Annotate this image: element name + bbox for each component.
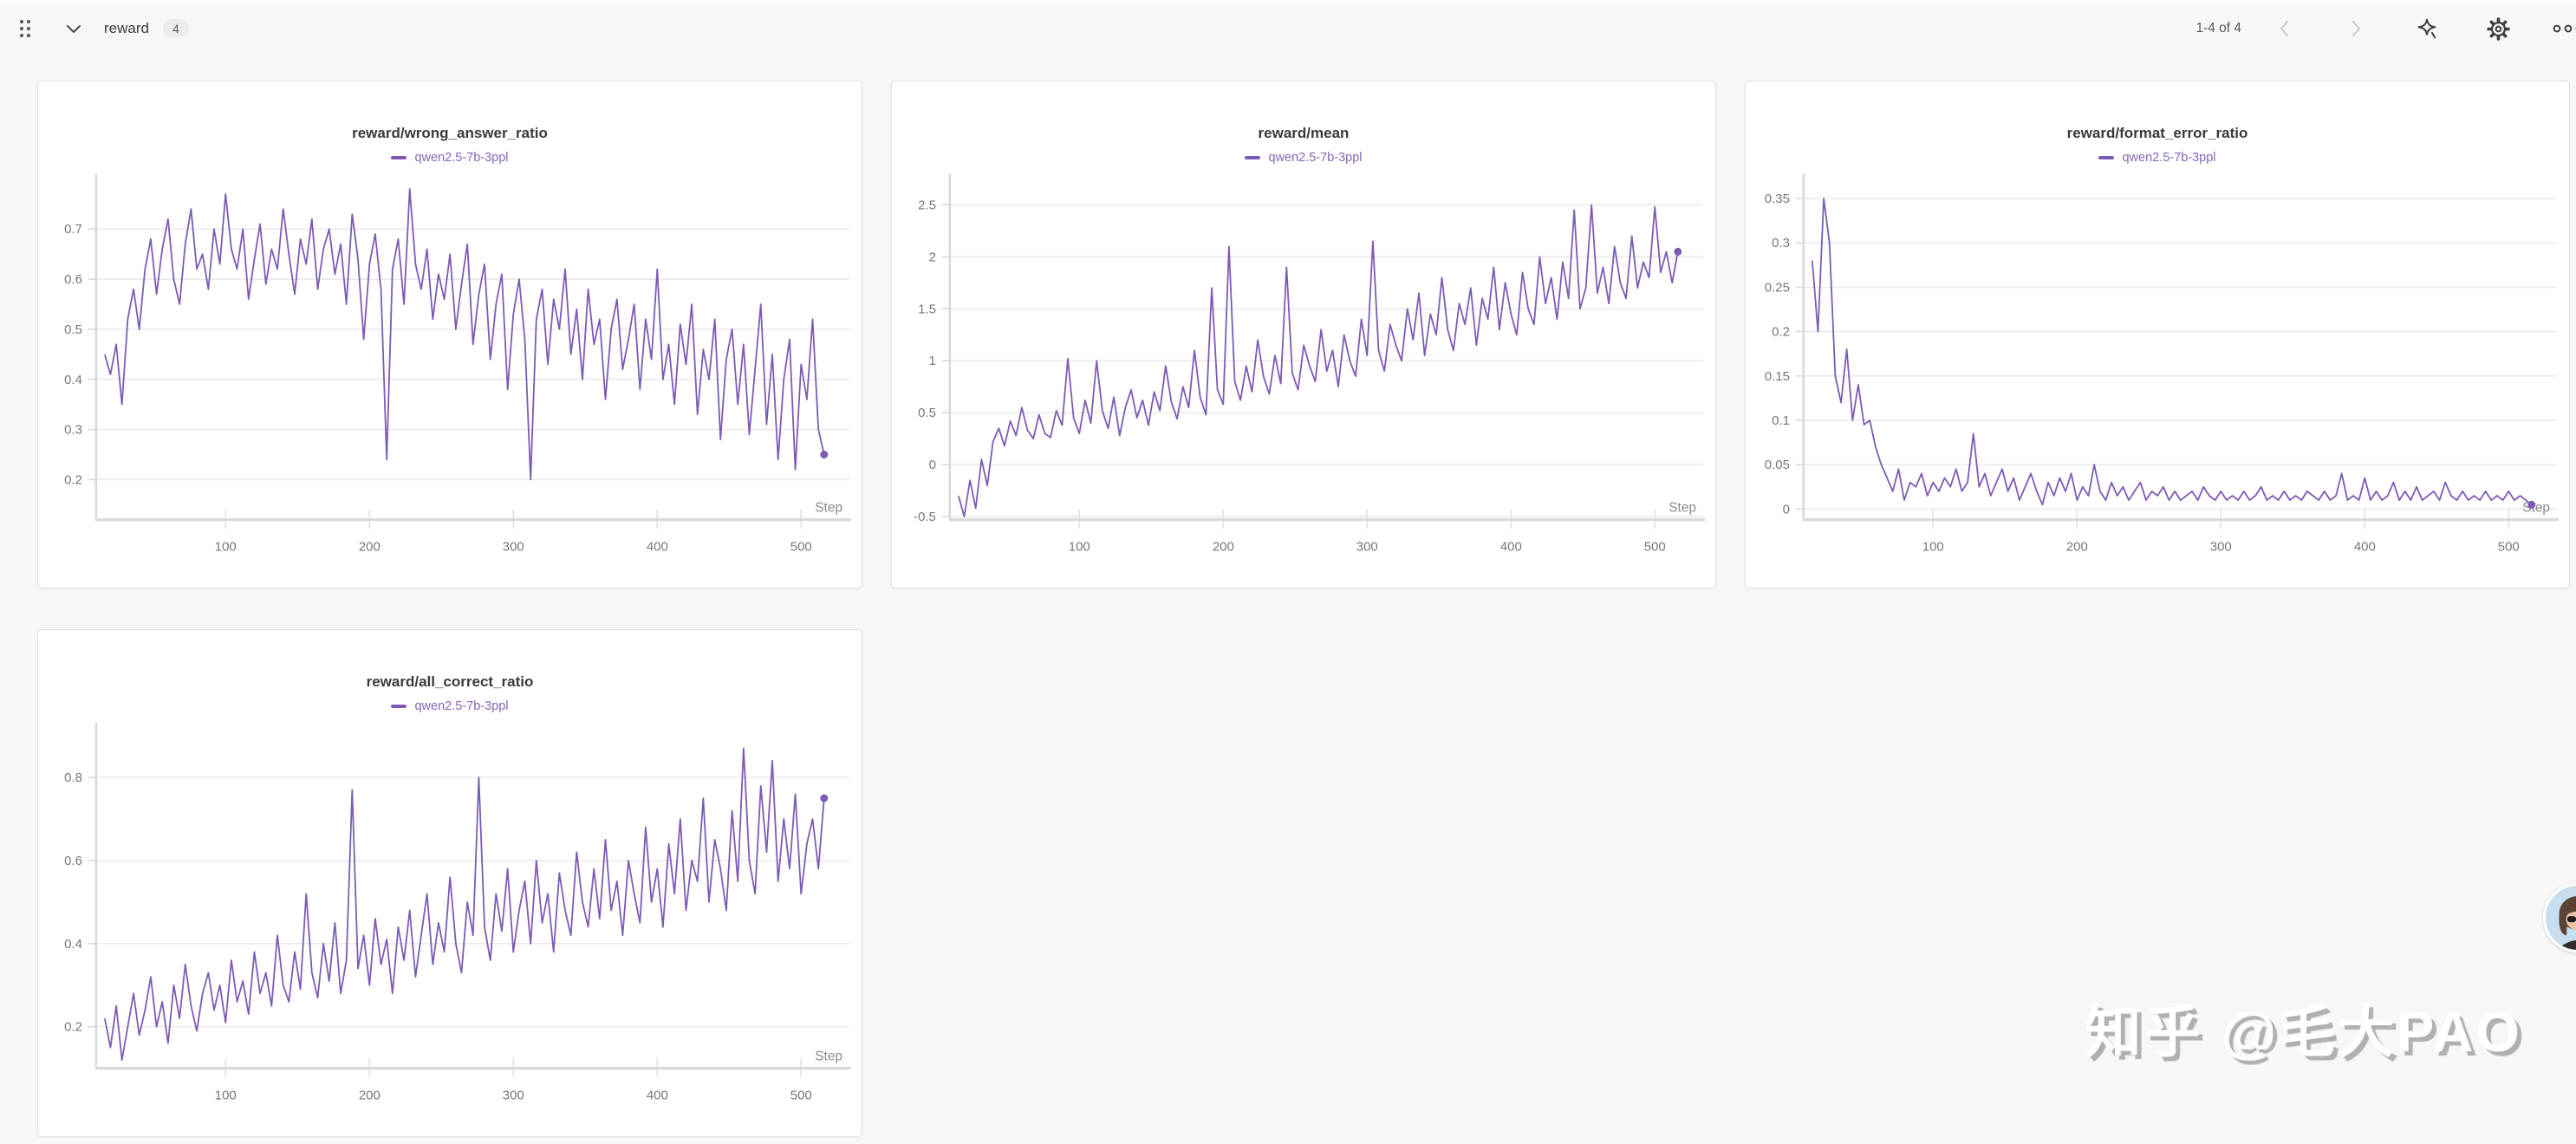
- chart-legend: qwen2.5-7b-3ppl: [38, 151, 862, 165]
- legend-run-name: qwen2.5-7b-3ppl: [2122, 151, 2216, 165]
- svg-text:2: 2: [929, 250, 936, 264]
- svg-text:0.6: 0.6: [64, 854, 82, 868]
- svg-text:0.4: 0.4: [64, 937, 82, 952]
- svg-text:0.2: 0.2: [1772, 325, 1790, 340]
- svg-text:500: 500: [2498, 540, 2520, 555]
- gear-icon: [2486, 16, 2510, 41]
- svg-text:Step: Step: [2522, 501, 2550, 516]
- svg-text:200: 200: [1213, 540, 1234, 555]
- panel-all-correct-ratio[interactable]: reward/all_correct_ratio qwen2.5-7b-3ppl…: [37, 629, 862, 1137]
- svg-text:0.3: 0.3: [1772, 236, 1790, 250]
- svg-text:300: 300: [503, 1089, 524, 1103]
- svg-text:300: 300: [2210, 540, 2232, 555]
- chart-legend: qwen2.5-7b-3ppl: [1746, 151, 2569, 165]
- legend-line-swatch: [1245, 156, 1261, 159]
- ellipsis-icon: [2553, 24, 2576, 33]
- svg-text:500: 500: [790, 540, 812, 555]
- svg-text:0.2: 0.2: [64, 1020, 82, 1035]
- svg-text:100: 100: [215, 540, 237, 555]
- svg-text:0.5: 0.5: [918, 406, 936, 420]
- more-options-button[interactable]: [2550, 13, 2576, 44]
- legend-line-swatch: [2098, 156, 2115, 159]
- pagination-label: 1-4 of 4: [2195, 21, 2241, 36]
- svg-text:0.05: 0.05: [1765, 458, 1790, 472]
- legend-line-swatch: [391, 156, 407, 159]
- svg-text:0.2: 0.2: [64, 472, 82, 487]
- legend-run-name: qwen2.5-7b-3ppl: [414, 699, 509, 713]
- panel-format-error-ratio[interactable]: reward/format_error_ratio qwen2.5-7b-3pp…: [1745, 81, 2570, 588]
- collapse-section-button[interactable]: [66, 24, 81, 34]
- chart-legend: qwen2.5-7b-3ppl: [38, 699, 862, 713]
- svg-text:100: 100: [1922, 540, 1944, 555]
- svg-text:400: 400: [647, 540, 668, 555]
- svg-text:300: 300: [503, 540, 524, 555]
- svg-text:0.35: 0.35: [1765, 192, 1790, 206]
- svg-text:Step: Step: [815, 501, 842, 516]
- line-chart-wrong-answer-ratio[interactable]: 0.2 0.3 0.4 0.5 0.6 0.7 100 200 300 400 500 Step: [38, 166, 862, 574]
- svg-text:0.25: 0.25: [1765, 280, 1790, 295]
- legend-run-name: qwen2.5-7b-3ppl: [414, 151, 509, 165]
- chevron-left-icon: [2280, 20, 2289, 37]
- svg-text:200: 200: [2066, 540, 2088, 555]
- panel-mean[interactable]: reward/mean qwen2.5-7b-3ppl -0.5 0 0.5 1 1.5…: [891, 81, 1716, 588]
- svg-text:0.15: 0.15: [1765, 369, 1790, 384]
- chart-title: reward/all_correct_ratio: [366, 673, 534, 690]
- svg-text:Step: Step: [1669, 501, 1696, 516]
- avatar-image: [2546, 886, 2576, 950]
- sparkle-icon: [2417, 18, 2436, 39]
- section-header-left: reward 4: [10, 16, 189, 42]
- top-strip: [0, 0, 2576, 6]
- line-chart-format-error-ratio[interactable]: 0 0.05 0.1 0.15 0.2 0.25 0.3 0.35 100 200 300 400 50…: [1746, 166, 2569, 574]
- svg-text:100: 100: [215, 1089, 237, 1103]
- svg-text:200: 200: [359, 540, 381, 555]
- svg-text:300: 300: [1356, 540, 1378, 555]
- svg-text:Step: Step: [815, 1050, 842, 1064]
- panel-count-badge: 4: [162, 18, 189, 39]
- section-header-actions: [2266, 13, 2576, 44]
- next-page-button[interactable]: [2337, 13, 2375, 44]
- settings-button[interactable]: [2479, 13, 2517, 44]
- svg-text:0.7: 0.7: [64, 222, 82, 237]
- chart-title: reward/mean: [1258, 125, 1350, 141]
- chart-title: reward/format_error_ratio: [2066, 125, 2248, 141]
- svg-text:0: 0: [1783, 502, 1790, 517]
- svg-text:500: 500: [790, 1089, 812, 1103]
- svg-text:0.1: 0.1: [1772, 413, 1790, 428]
- svg-text:0.3: 0.3: [64, 423, 82, 438]
- panel-wrong-answer-ratio[interactable]: reward/wrong_answer_ratio qwen2.5-7b-3pp…: [37, 81, 862, 588]
- legend-run-name: qwen2.5-7b-3ppl: [1268, 151, 1363, 165]
- svg-text:0.8: 0.8: [64, 770, 82, 785]
- chevron-down-icon: [67, 24, 81, 33]
- svg-text:400: 400: [647, 1089, 668, 1103]
- section-title: reward: [104, 20, 149, 36]
- svg-text:1.5: 1.5: [918, 302, 936, 316]
- line-chart-all-correct-ratio[interactable]: 0.2 0.4 0.6 0.8 100 200 300 400 500 Step: [38, 715, 862, 1122]
- avatar[interactable]: [2543, 883, 2576, 952]
- panel-grid: reward/wrong_answer_ratio qwen2.5-7b-3pp…: [37, 81, 2570, 1137]
- svg-text:1: 1: [929, 354, 936, 368]
- sparkle-button[interactable]: [2408, 13, 2446, 44]
- prev-page-button[interactable]: [2266, 13, 2304, 44]
- drag-handle-icon[interactable]: [14, 16, 36, 42]
- svg-text:-0.5: -0.5: [914, 510, 936, 524]
- svg-text:0.6: 0.6: [64, 272, 82, 287]
- chevron-right-icon: [2352, 20, 2361, 37]
- svg-text:0: 0: [929, 458, 936, 472]
- chart-legend: qwen2.5-7b-3ppl: [892, 151, 1715, 165]
- section-header: reward 4 1-4 of 4: [0, 6, 2576, 51]
- svg-text:400: 400: [2354, 540, 2376, 555]
- svg-text:500: 500: [1644, 540, 1666, 555]
- svg-text:100: 100: [1069, 540, 1090, 555]
- svg-text:200: 200: [359, 1089, 381, 1103]
- svg-text:2.5: 2.5: [918, 198, 936, 212]
- line-chart-mean[interactable]: -0.5 0 0.5 1 1.5 2 2.5 100 200 300 400 500 Step: [892, 166, 1715, 574]
- svg-text:0.5: 0.5: [64, 322, 82, 337]
- grip-dots-icon: [19, 19, 31, 38]
- svg-text:400: 400: [1500, 540, 1522, 555]
- chart-title: reward/wrong_answer_ratio: [352, 125, 548, 141]
- legend-line-swatch: [391, 705, 407, 708]
- svg-text:0.4: 0.4: [64, 373, 82, 387]
